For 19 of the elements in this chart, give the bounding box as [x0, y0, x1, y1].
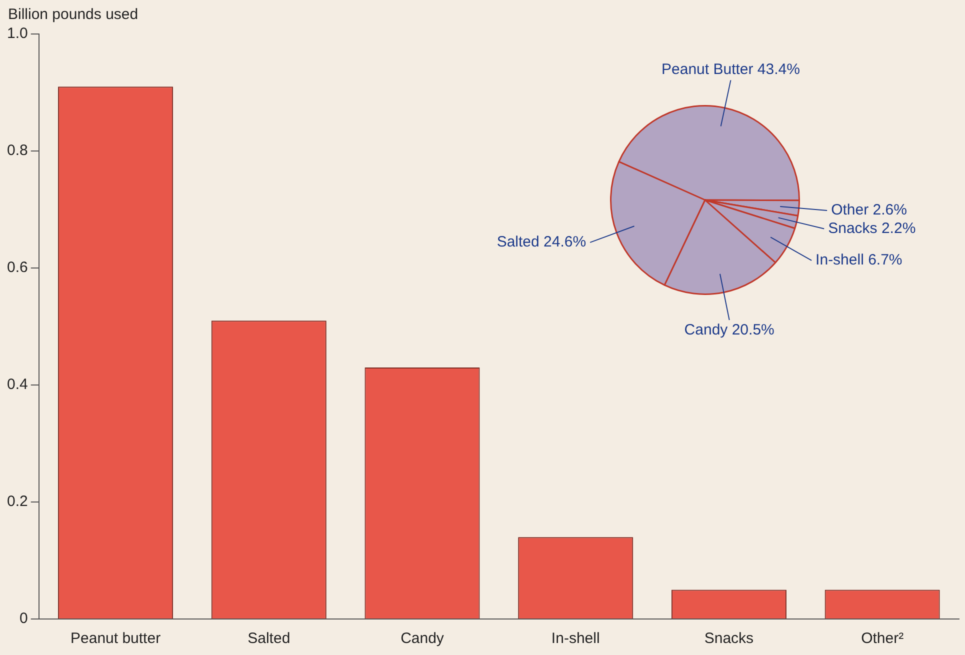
y-tick-label: 1.0 [6, 25, 28, 42]
y-tick-label: 0.4 [6, 376, 28, 394]
slice-label: Snacks 2.2% [828, 220, 916, 237]
slice-label: Peanut Butter 43.4% [662, 60, 800, 78]
x-tick-label: Candy [400, 630, 444, 648]
y-tick-label: 0.8 [6, 142, 28, 160]
x-tick-label: Other² [861, 630, 904, 648]
y-tick-label: 0.2 [6, 493, 28, 510]
y-tick-label: 0.6 [6, 259, 28, 276]
x-tick-label: Peanut butter [70, 630, 161, 648]
y-tick-label: 0 [20, 610, 28, 628]
x-tick-label: Salted [248, 630, 290, 648]
slice-label: Other 2.6% [831, 202, 907, 219]
slice-label: Salted 24.6% [496, 234, 586, 251]
x-tick-label: Snacks [704, 630, 754, 648]
slice-label: Candy 20.5% [684, 322, 774, 339]
y-axis-title: Billion pounds used [8, 6, 138, 23]
slice-label: In-shell 6.7% [816, 252, 902, 269]
x-tick-label: In-shell [551, 630, 600, 648]
